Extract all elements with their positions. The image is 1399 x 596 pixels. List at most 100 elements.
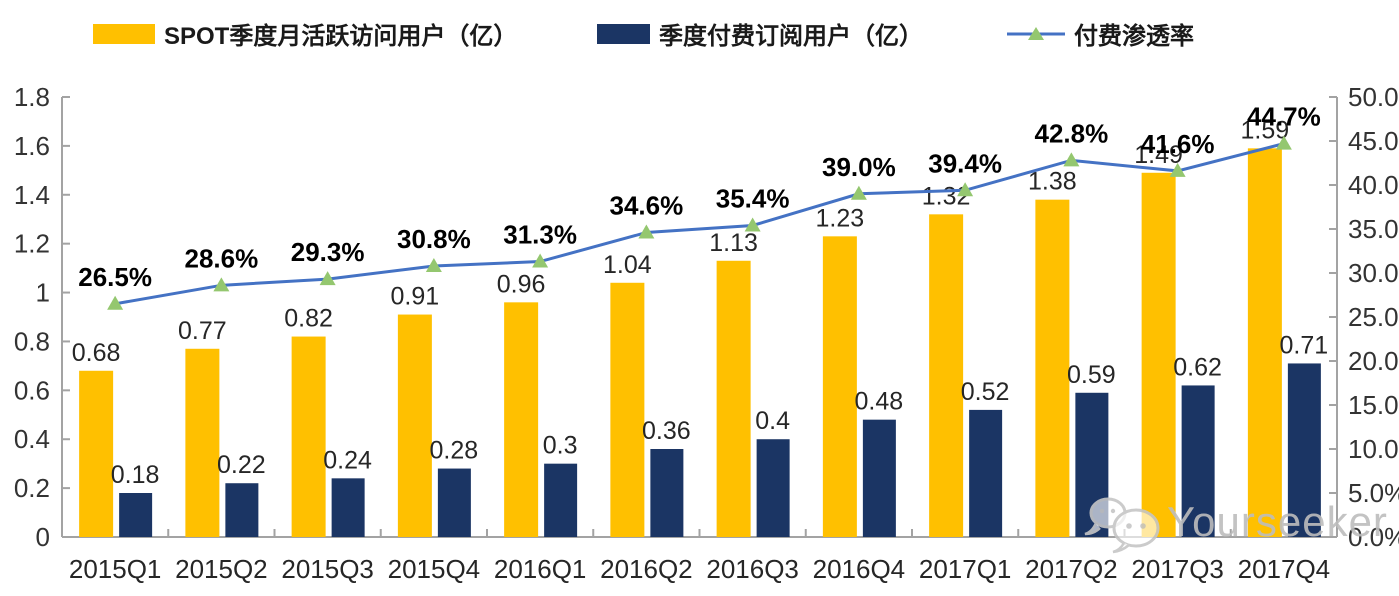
subs-bar xyxy=(437,468,471,537)
x-tick-label: 2016Q1 xyxy=(494,554,587,584)
y-right-tick-label: 5.0% xyxy=(1348,478,1399,508)
y-right-tick-label: 25.0% xyxy=(1348,302,1399,332)
y-left-tick-label: 1.4 xyxy=(14,180,50,210)
subs-legend-label: 季度付费订阅用户（亿） xyxy=(659,23,923,50)
y-right-tick-label: 20.0% xyxy=(1348,346,1399,376)
y-left-tick-label: 0.4 xyxy=(14,424,50,454)
legend-item-subs: 季度付费订阅用户（亿） xyxy=(597,16,923,51)
mau-value-label: 0.68 xyxy=(72,339,121,367)
penetration-marker xyxy=(1169,162,1186,177)
penetration-marker xyxy=(107,295,124,310)
y-right-tick-label: 0.0% xyxy=(1348,522,1399,552)
y-left-tick-label: 1.2 xyxy=(14,229,50,259)
penetration-value-label: 44.7% xyxy=(1247,102,1321,132)
mau-value-label: 0.91 xyxy=(391,283,440,311)
x-tick-label: 2015Q1 xyxy=(69,554,162,584)
penetration-legend-label: 付费渗透率 xyxy=(1074,23,1194,50)
x-tick-label: 2015Q3 xyxy=(281,554,374,584)
mau-value-label: 1.38 xyxy=(1028,168,1077,196)
subs-value-label: 0.28 xyxy=(430,437,479,465)
y-left-tick-label: 1.8 xyxy=(14,82,50,112)
y-right-tick-label: 10.0% xyxy=(1348,434,1399,464)
subs-value-label: 0.36 xyxy=(642,417,691,445)
mau-bar xyxy=(716,260,751,537)
mau-bar xyxy=(929,214,964,538)
x-tick-label: 2017Q1 xyxy=(919,554,1012,584)
legend-item-mau: SPOT季度月活跃访问用户（亿） xyxy=(93,16,517,51)
penetration-marker xyxy=(850,185,867,200)
y-left-tick-label: 1.6 xyxy=(14,131,50,161)
mau-bar xyxy=(1247,148,1282,538)
penetration-value-label: 31.3% xyxy=(503,220,577,250)
y-right-tick-label: 30.0% xyxy=(1348,258,1399,288)
mau-legend-swatch xyxy=(93,23,155,44)
subs-bar xyxy=(1287,363,1321,537)
mau-bar xyxy=(79,370,114,537)
subs-bar xyxy=(756,439,790,537)
subs-bar xyxy=(225,483,259,537)
legend-item-penetration: 付费渗透率 xyxy=(1007,16,1194,51)
subs-value-label: 0.4 xyxy=(755,407,790,435)
penetration-value-label: 28.6% xyxy=(185,243,259,273)
y-left-tick-label: 0 xyxy=(36,522,50,552)
x-tick-label: 2015Q2 xyxy=(175,554,268,584)
mau-value-label: 1.32 xyxy=(922,182,971,210)
penetration-value-label: 26.5% xyxy=(78,262,152,292)
penetration-value-label: 34.6% xyxy=(610,191,684,221)
penetration-marker xyxy=(1275,135,1292,150)
y-right-tick-label: 35.0% xyxy=(1348,214,1399,244)
subs-value-label: 0.18 xyxy=(111,461,160,489)
mau-value-label: 1.13 xyxy=(709,229,758,257)
penetration-value-label: 39.4% xyxy=(928,148,1002,178)
mau-bar xyxy=(185,348,220,537)
subs-bar xyxy=(331,478,365,537)
mau-value-label: 1.23 xyxy=(816,204,865,232)
mau-value-label: 1.59 xyxy=(1241,116,1290,144)
mau-value-label: 1.04 xyxy=(603,251,652,279)
y-right-tick-label: 15.0% xyxy=(1348,390,1399,420)
subs-bar xyxy=(1075,392,1109,537)
subs-value-label: 0.71 xyxy=(1280,331,1329,359)
penetration-marker xyxy=(638,224,655,239)
subs-value-label: 0.3 xyxy=(543,432,578,460)
penetration-marker xyxy=(319,271,336,286)
mau-bar xyxy=(822,236,857,538)
penetration-marker xyxy=(1063,152,1080,167)
subs-legend-swatch xyxy=(597,23,650,44)
y-left-tick-label: 0.6 xyxy=(14,375,50,405)
y-left-tick-label: 1 xyxy=(36,278,50,308)
penetration-value-label: 39.0% xyxy=(822,152,896,182)
penetration-value-label: 35.4% xyxy=(716,183,790,213)
mau-bar xyxy=(291,336,326,537)
subs-value-label: 0.62 xyxy=(1173,353,1222,381)
mau-bar xyxy=(1141,172,1176,537)
mau-value-label: 0.77 xyxy=(178,317,227,345)
subs-value-label: 0.52 xyxy=(961,378,1010,406)
subs-value-label: 0.48 xyxy=(855,388,904,416)
x-tick-label: 2016Q2 xyxy=(600,554,693,584)
line-marker-legend-swatch xyxy=(1007,26,1065,40)
mau-bar xyxy=(504,302,539,537)
penetration-value-label: 30.8% xyxy=(397,224,471,254)
subs-bar xyxy=(544,463,578,537)
mau-bar xyxy=(1035,199,1070,537)
subs-bar xyxy=(650,449,684,537)
x-tick-label: 2015Q4 xyxy=(388,554,481,584)
subs-bar xyxy=(862,419,896,537)
x-tick-label: 2017Q4 xyxy=(1238,554,1331,584)
x-tick-label: 2016Q3 xyxy=(706,554,799,584)
penetration-marker xyxy=(213,277,230,292)
y-right-tick-label: 40.0% xyxy=(1348,170,1399,200)
penetration-marker xyxy=(744,217,761,232)
penetration-marker xyxy=(957,182,974,197)
subs-value-label: 0.24 xyxy=(323,446,372,474)
penetration-marker xyxy=(425,257,442,272)
mau-value-label: 0.82 xyxy=(284,305,333,333)
mau-value-label: 1.49 xyxy=(1134,141,1183,169)
subs-bar xyxy=(1181,385,1215,537)
penetration-value-label: 41.6% xyxy=(1141,129,1215,159)
mau-bar xyxy=(397,314,432,537)
penetration-marker xyxy=(532,253,549,268)
subs-value-label: 0.59 xyxy=(1067,361,1116,389)
